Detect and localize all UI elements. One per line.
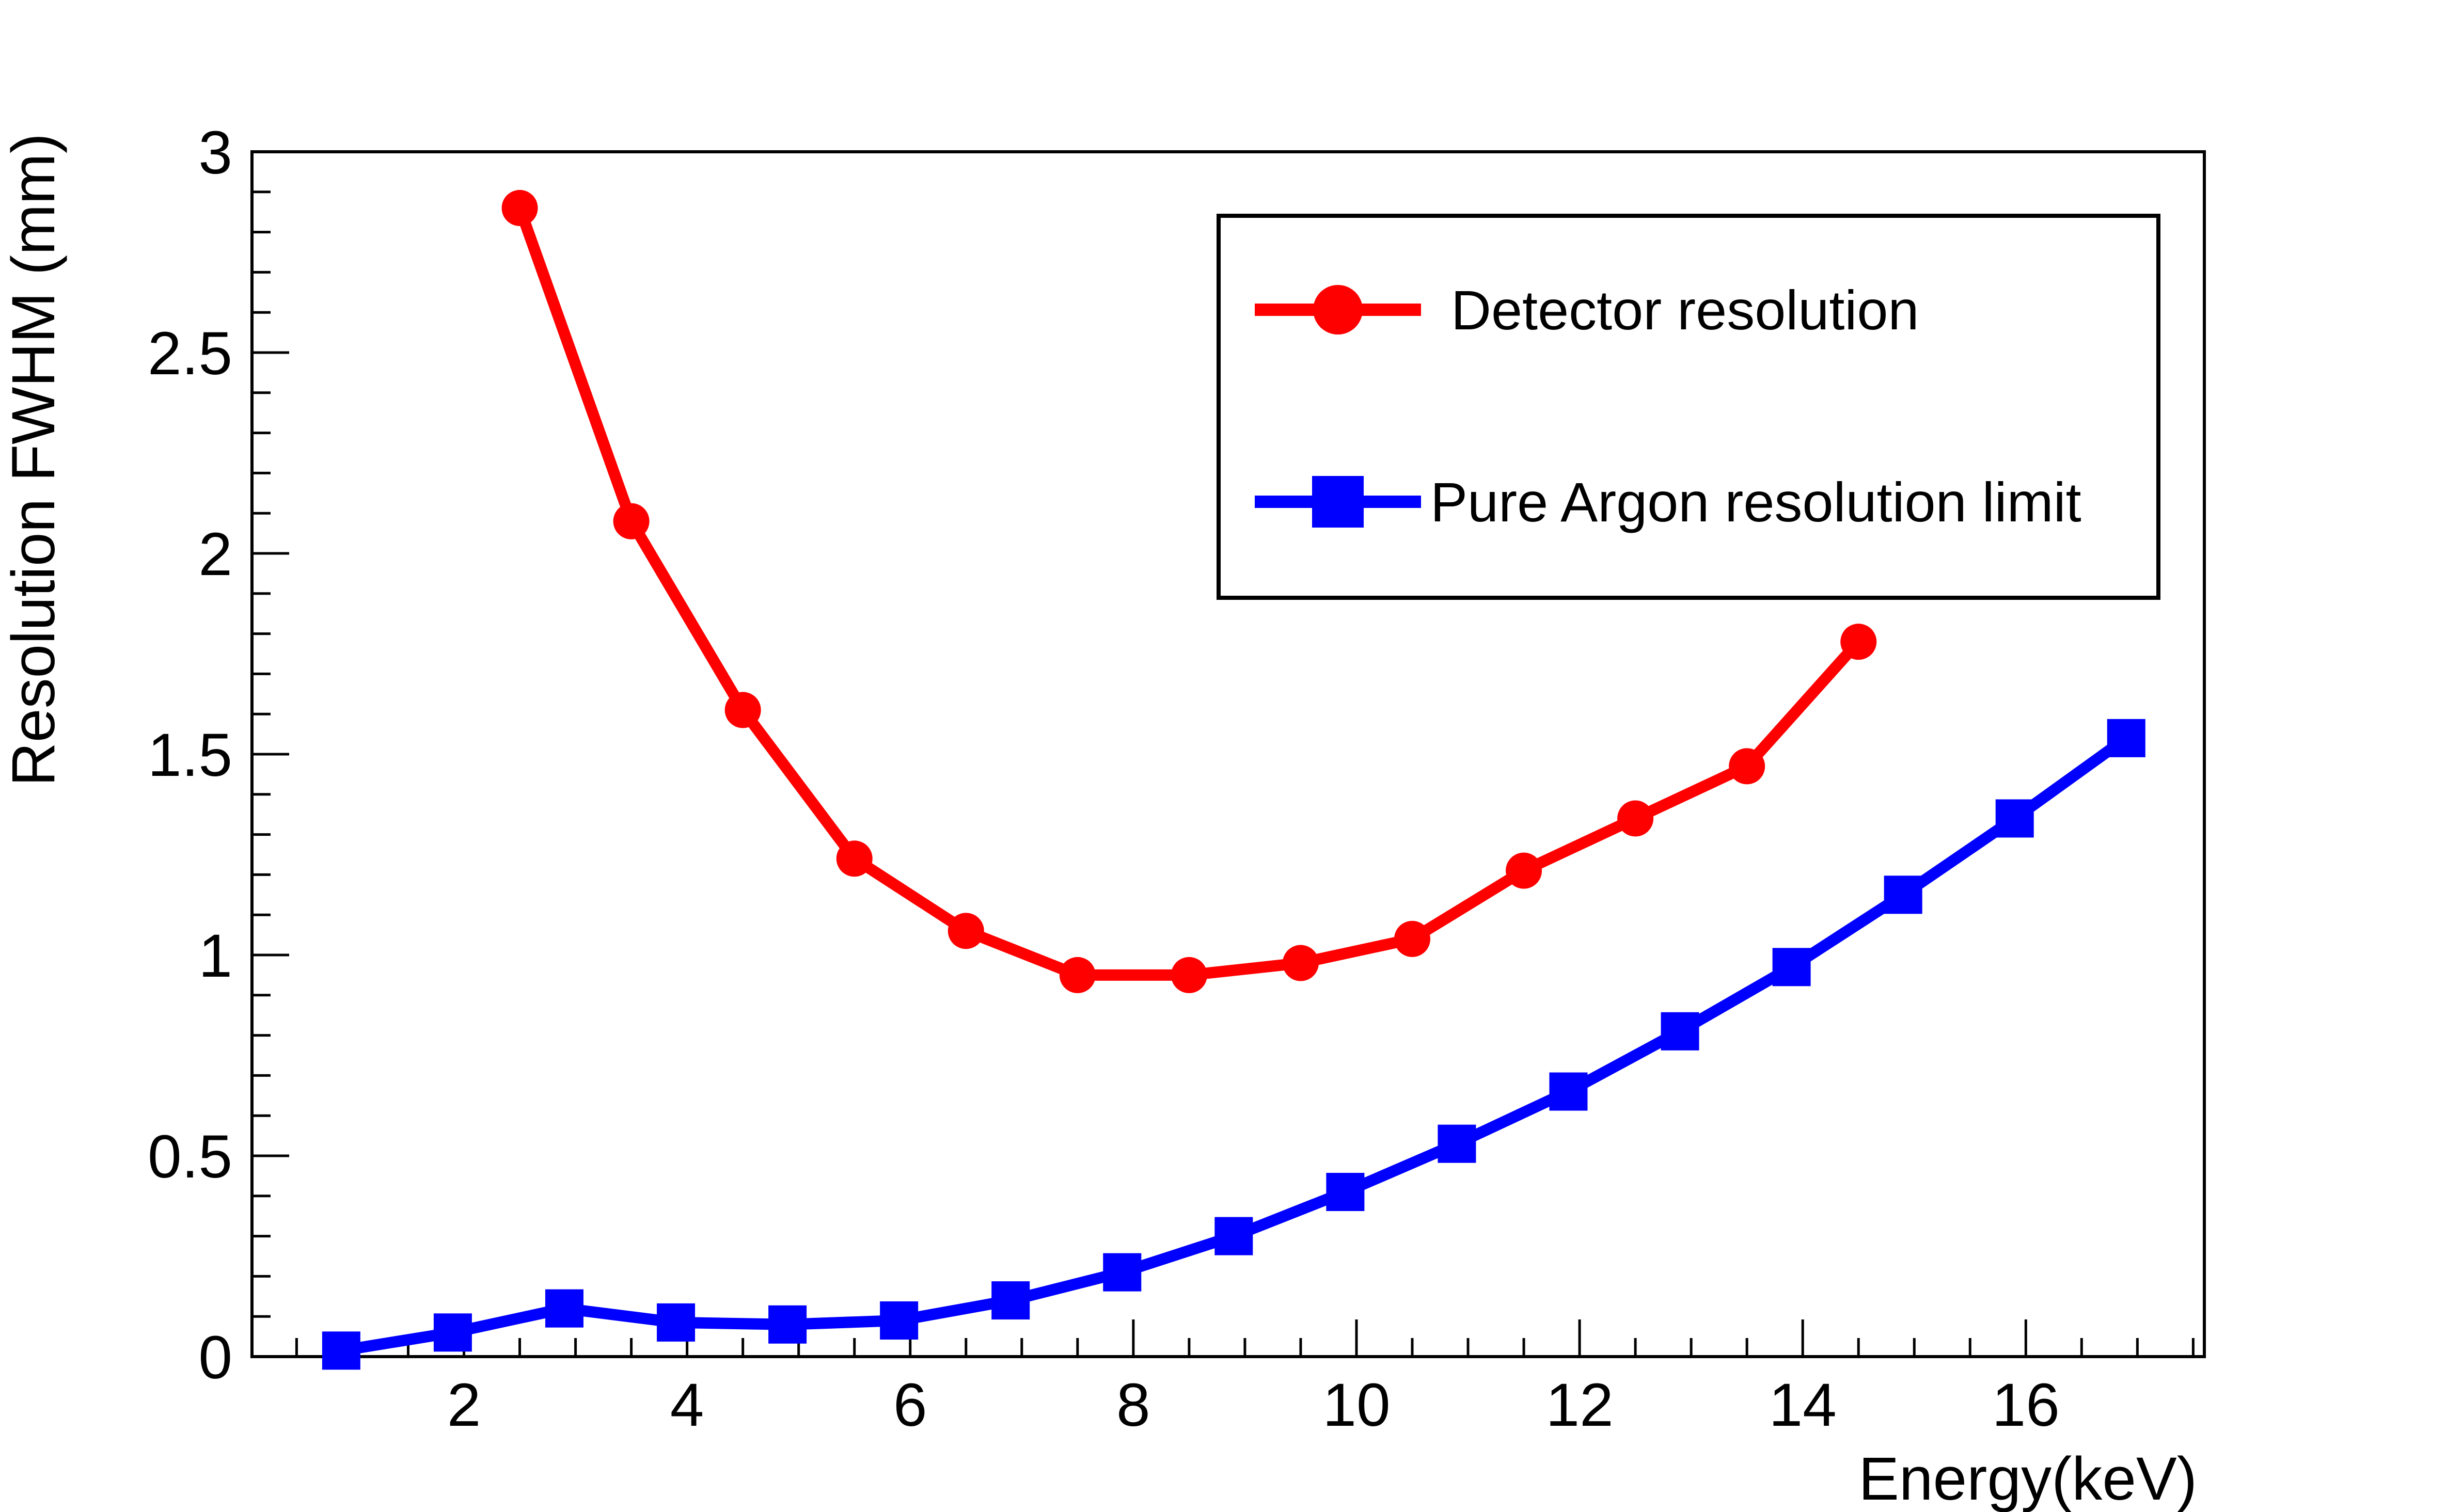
legend-entries: Detector resolution Pure Argon resolution… — [1255, 279, 2081, 533]
x-tick-label: 2 — [447, 1371, 481, 1439]
data-point — [1840, 624, 1877, 660]
data-point — [1438, 1124, 1476, 1163]
data-point — [1995, 799, 2034, 838]
x-tick-label: 16 — [1992, 1371, 2060, 1439]
series-line — [340, 733, 2130, 1357]
data-point — [1661, 1012, 1699, 1051]
x-tick-label: 14 — [1769, 1371, 1837, 1439]
data-point — [1394, 920, 1430, 957]
series-layer — [322, 189, 2145, 1370]
x-tick-label: 4 — [670, 1371, 704, 1439]
data-point — [1884, 876, 1922, 914]
data-point — [1617, 800, 1654, 837]
y-tick-label: 0.5 — [148, 1123, 232, 1191]
legend-box — [1217, 214, 2160, 600]
data-point — [724, 692, 761, 728]
x-tick-label: 12 — [1545, 1371, 1613, 1439]
y-tick-label: 1 — [198, 922, 232, 990]
data-point — [1103, 1253, 1142, 1292]
legend-label: Pure Argon resolution limit — [1430, 471, 2081, 533]
y-tick-labels: 0 0.5 1 1.5 2 2.5 3 — [148, 119, 232, 1392]
legend-entry: Detector resolution — [1255, 279, 1919, 341]
y-tick-label: 0 — [198, 1324, 232, 1392]
y-tick-label: 1.5 — [148, 721, 232, 789]
x-tick-labels: 2 4 6 8 10 12 14 16 — [447, 1371, 2060, 1439]
data-point — [948, 913, 984, 949]
legend-entry: Pure Argon resolution limit — [1255, 471, 2081, 533]
series-detector-resolution — [501, 189, 1877, 993]
y-tick-label: 2.5 — [148, 320, 232, 388]
data-point — [545, 1289, 583, 1328]
legend-marker — [1313, 285, 1363, 335]
data-point — [991, 1281, 1030, 1320]
x-axis-title: Energy(keV) — [1858, 1445, 2197, 1512]
data-point — [1549, 1072, 1588, 1111]
data-point — [657, 1303, 696, 1342]
data-point — [768, 1305, 807, 1344]
data-point — [1326, 1173, 1365, 1212]
x-tick-label: 8 — [1116, 1371, 1150, 1439]
data-point — [322, 1331, 360, 1370]
y-tick-label: 3 — [198, 119, 232, 187]
data-point — [1282, 945, 1319, 981]
legend: Detector resolution Pure Argon resolution… — [1217, 214, 2160, 600]
y-axis-title: Resolution FWHM (mm) — [0, 133, 68, 786]
data-point — [836, 840, 873, 877]
legend-marker — [1312, 476, 1364, 528]
data-point — [2107, 719, 2145, 757]
data-point — [1171, 957, 1207, 993]
series-pure-argon-limit — [322, 719, 2145, 1370]
x-tick-label: 10 — [1322, 1371, 1390, 1439]
legend-label: Detector resolution — [1451, 279, 1919, 341]
data-point — [1772, 948, 1811, 986]
data-point — [1729, 748, 1765, 785]
data-point — [1059, 957, 1096, 993]
data-point — [1214, 1217, 1253, 1255]
data-point — [613, 503, 650, 539]
data-point — [501, 189, 538, 226]
data-point — [433, 1313, 472, 1352]
data-point — [1506, 852, 1542, 889]
x-tick-label: 6 — [893, 1371, 927, 1439]
y-tick-label: 2 — [198, 520, 232, 588]
data-point — [880, 1301, 919, 1340]
